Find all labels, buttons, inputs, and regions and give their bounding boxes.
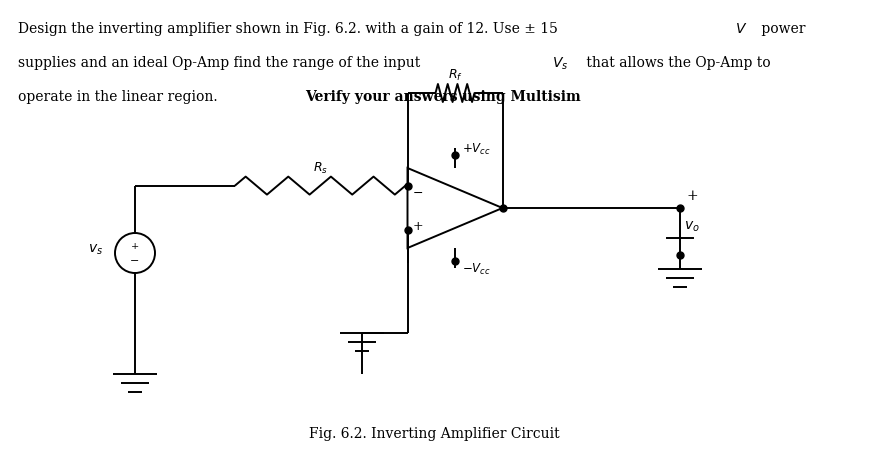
Text: Design the inverting amplifier shown in Fig. 6.2. with a gain of 12. Use ± 15: Design the inverting amplifier shown in … <box>18 22 562 36</box>
Text: +: + <box>412 220 423 233</box>
Text: $V$: $V$ <box>735 22 747 36</box>
Text: power: power <box>757 22 806 36</box>
Text: $R_s$: $R_s$ <box>313 160 328 175</box>
Text: that allows the Op-Amp to: that allows the Op-Amp to <box>582 56 771 70</box>
Text: $+V_{cc}$: $+V_{cc}$ <box>462 141 491 156</box>
Text: $v_s$: $v_s$ <box>88 242 103 257</box>
Text: supplies and an ideal Op-Amp find the range of the input: supplies and an ideal Op-Amp find the ra… <box>18 56 425 70</box>
Text: $-V_{cc}$: $-V_{cc}$ <box>462 261 491 276</box>
Text: $v_o$: $v_o$ <box>684 219 700 234</box>
Text: −: − <box>412 186 422 199</box>
Text: Verify your answers using Multisim: Verify your answers using Multisim <box>305 90 580 104</box>
Text: Fig. 6.2. Inverting Amplifier Circuit: Fig. 6.2. Inverting Amplifier Circuit <box>308 426 560 440</box>
Text: $V_s$: $V_s$ <box>552 56 568 72</box>
Text: −: − <box>130 256 140 265</box>
Text: +: + <box>131 242 139 251</box>
Text: +: + <box>687 188 698 202</box>
Text: operate in the linear region.: operate in the linear region. <box>18 90 222 104</box>
Text: $R_f$: $R_f$ <box>448 68 462 83</box>
